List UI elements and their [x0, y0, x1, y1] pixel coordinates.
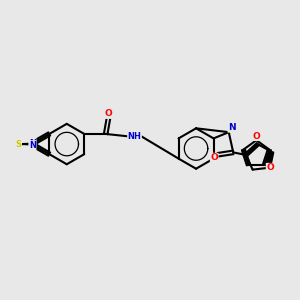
Text: N: N	[29, 141, 36, 150]
Text: NH: NH	[128, 132, 141, 141]
Text: S: S	[16, 140, 22, 148]
Text: O: O	[210, 153, 218, 162]
Text: O: O	[105, 110, 112, 118]
Text: O: O	[266, 163, 274, 172]
Text: N: N	[228, 123, 236, 132]
Text: O: O	[253, 131, 260, 140]
Text: N: N	[29, 139, 36, 148]
